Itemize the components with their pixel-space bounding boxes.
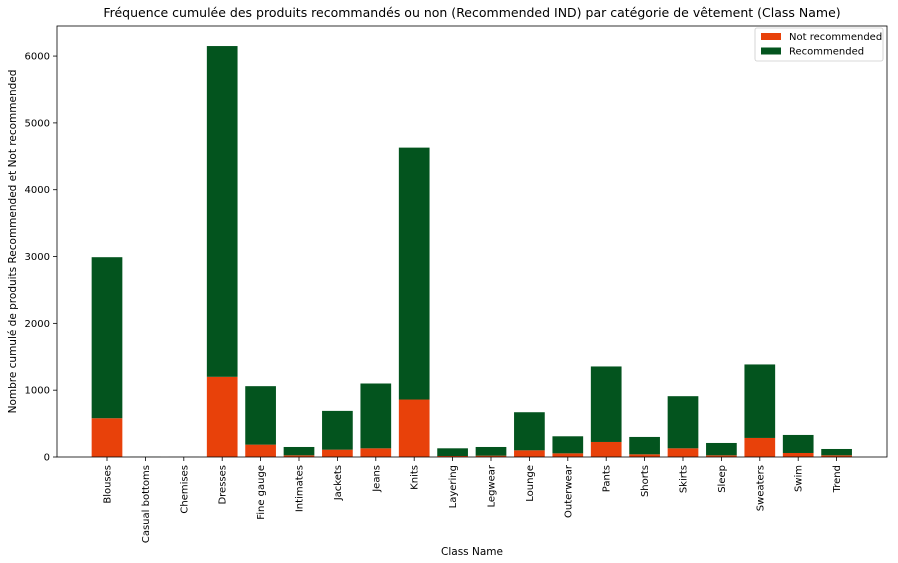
bar-not-recommended-skirts [667, 448, 699, 457]
chart-title: Fréquence cumulée des produits recommand… [103, 5, 840, 20]
legend-swatch [761, 33, 781, 40]
bar-not-recommended-swim [782, 452, 814, 457]
y-tick-label: 1000 [25, 386, 50, 397]
bar-recommended-sleep [706, 442, 737, 456]
x-tick-label: Chemises [179, 465, 190, 514]
bar-recommended-dresses [206, 46, 238, 377]
bar-not-recommended-jackets [322, 449, 353, 457]
bar-recommended-trend [821, 448, 852, 456]
x-tick-label: Fine gauge [256, 465, 267, 520]
y-tick-label: 3000 [25, 252, 50, 263]
y-tick-label: 2000 [25, 319, 50, 330]
x-tick-label: Knits [410, 465, 421, 490]
x-tick-label: Skirts [679, 465, 690, 493]
bar-recommended-knits [398, 147, 430, 400]
bar-not-recommended-sleep [706, 455, 737, 457]
y-tick-label: 4000 [25, 185, 50, 196]
x-tick-label: Legwear [487, 464, 498, 507]
bar-recommended-lounge [514, 412, 545, 451]
bar-recommended-swim [782, 434, 814, 453]
y-tick-label: 0 [44, 453, 50, 464]
bar-recommended-pants [590, 366, 622, 442]
x-axis-label: Class Name [441, 546, 503, 558]
x-tick-label: Intimates [295, 465, 306, 512]
legend-box [754, 27, 884, 62]
y-tick-label: 6000 [25, 52, 50, 63]
bar-not-recommended-shorts [629, 454, 660, 457]
bar-recommended-blouses [91, 257, 123, 419]
bar-not-recommended-lounge [514, 450, 545, 457]
x-tick-label: Dresses [218, 465, 229, 505]
bar-recommended-intimates [283, 446, 315, 456]
x-tick-label: Outerwear [563, 464, 574, 518]
bar-not-recommended-fine-gauge [245, 444, 276, 457]
bar-recommended-skirts [667, 396, 699, 449]
x-tick-label: Layering [448, 465, 459, 508]
bar-not-recommended-legwear [475, 455, 507, 457]
bar-not-recommended-outerwear [552, 453, 584, 457]
bar-not-recommended-knits [398, 399, 430, 457]
bar-recommended-legwear [475, 446, 507, 456]
bar-recommended-jeans [360, 383, 392, 449]
bar-recommended-fine-gauge [245, 386, 276, 445]
x-tick-label: Pants [602, 465, 613, 492]
bar-not-recommended-layering [437, 456, 468, 457]
bar-not-recommended-pants [590, 441, 622, 457]
x-tick-label: Shorts [640, 465, 651, 497]
bar-not-recommended-blouses [91, 418, 123, 457]
y-axis-label: Nombre cumulé de produits Recommended et… [7, 70, 19, 414]
bar-not-recommended-jeans [360, 448, 392, 457]
x-tick-label: Sleep [717, 465, 728, 493]
y-tick-label: 5000 [25, 118, 50, 129]
x-tick-label: Jackets [333, 465, 344, 501]
x-tick-label: Blouses [103, 465, 114, 504]
bar-not-recommended-dresses [206, 376, 238, 457]
bar-not-recommended-sweaters [744, 437, 776, 457]
x-tick-label: Trend [832, 465, 843, 493]
legend-swatch [761, 47, 781, 55]
plot-area: 0 1000 2000 3000 4000 5000 6000 Blouses Casual b… [25, 25, 888, 543]
x-tick-label: Jeans [371, 465, 382, 493]
legend-label: Recommended [789, 47, 864, 58]
plot-frame [56, 25, 888, 458]
bar-recommended-outerwear [552, 436, 584, 454]
legend-label: Not recommended [789, 32, 882, 43]
x-tick-label: Lounge [525, 465, 536, 502]
bar-not-recommended-trend [821, 455, 852, 457]
bar-recommended-layering [437, 448, 468, 456]
bar-not-recommended-intimates [283, 455, 315, 457]
bar-recommended-jackets [322, 410, 353, 450]
bar-recommended-shorts [629, 436, 660, 455]
x-tick-label: Casual bottoms [141, 465, 152, 543]
legend: Not recommended Recommended [754, 27, 884, 62]
bar-recommended-sweaters [744, 364, 776, 438]
x-tick-label: Sweaters [755, 465, 766, 511]
x-tick-label: Swim [794, 465, 805, 492]
